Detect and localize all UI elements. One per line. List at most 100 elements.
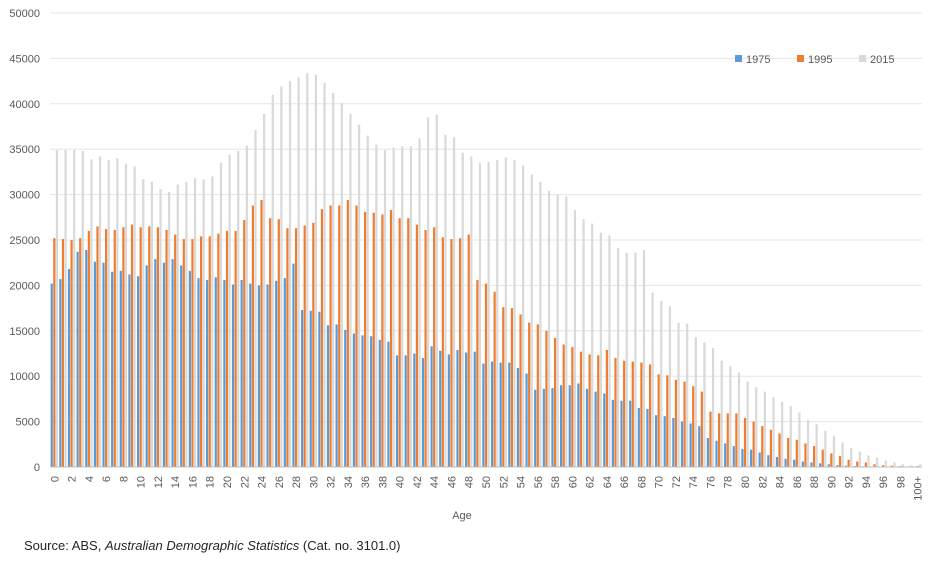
bar-1975-age-65 <box>611 399 614 467</box>
bar-1975-age-85 <box>784 458 787 467</box>
bar-1995-age-79 <box>735 413 738 467</box>
bar-1995-age-83 <box>769 429 773 467</box>
bar-1995-age-52 <box>502 307 505 467</box>
bar-1975-age-48 <box>465 352 468 467</box>
bar-1975-age-2 <box>67 269 71 467</box>
bar-2015-age-79 <box>737 372 741 467</box>
bar-1975-age-32 <box>326 325 330 467</box>
bar-2015-age-86 <box>798 412 801 467</box>
bar-1975-age-70 <box>654 415 658 467</box>
y-tick-label: 15000 <box>9 326 40 338</box>
bar-1995-age-64 <box>605 349 608 467</box>
bar-2015-age-76 <box>711 348 715 467</box>
bar-1995-age-2 <box>70 240 73 467</box>
x-tick-label: 58 <box>550 476 562 488</box>
bar-2015-age-1 <box>64 150 67 468</box>
bar-1975-age-1 <box>59 279 62 467</box>
bar-2015-age-100+ <box>919 464 922 467</box>
bar-2015-age-73 <box>686 323 689 467</box>
bar-2015-age-18 <box>211 176 214 467</box>
x-tick-label: 34 <box>343 476 355 488</box>
bar-1995-age-19 <box>217 233 220 467</box>
bar-1995-age-50 <box>484 283 488 467</box>
bar-1995-age-80 <box>743 417 747 467</box>
bar-1995-age-69 <box>648 364 652 467</box>
bar-1975-age-84 <box>775 457 779 467</box>
bar-1975-age-86 <box>793 459 796 467</box>
x-tick-label: 2 <box>67 476 79 482</box>
bar-1975-age-43 <box>421 358 425 467</box>
x-tick-label: 82 <box>757 476 769 488</box>
source-prefix: Source: ABS, <box>24 538 105 553</box>
bar-1995-age-92 <box>847 459 850 467</box>
bar-1995-age-59 <box>562 344 565 467</box>
bar-2015-age-97 <box>893 462 896 467</box>
bar-2015-age-95 <box>876 457 879 467</box>
bar-1995-age-63 <box>597 355 600 467</box>
y-axis-ticks: 0 5000 10000 15000 20000 25000 30000 35000 40000… <box>9 8 40 474</box>
x-tick-label: 10 <box>136 476 148 488</box>
bar-1975-age-69 <box>646 408 649 467</box>
bar-2015-age-7 <box>116 158 119 467</box>
bar-2015-age-51 <box>496 160 499 467</box>
bar-1975-age-11 <box>145 265 148 467</box>
x-axis-ticks: 0 2 4 6 8 10 12 14 16 18 20 22 24 26 28 30 32 34 36 38 40 42 4… <box>49 476 924 501</box>
x-tick-label: 70 <box>654 476 666 488</box>
bar-1975-age-7 <box>111 271 114 467</box>
bar-2015-age-77 <box>720 360 723 467</box>
bar-2015-age-78 <box>729 366 732 467</box>
bar-2015-age-6 <box>107 160 110 467</box>
bar-2015-age-23 <box>254 130 257 467</box>
bar-1995-age-33 <box>338 205 341 467</box>
bar-2015-age-92 <box>850 447 853 467</box>
bar-1975-age-59 <box>560 385 563 467</box>
x-tick-label: 16 <box>187 476 199 488</box>
bar-2015-age-44 <box>435 114 438 467</box>
bar-1995-age-58 <box>553 338 557 467</box>
bar-2015-age-37 <box>375 144 378 467</box>
bar-1975-age-76 <box>706 437 709 467</box>
bar-1995-age-75 <box>700 391 703 467</box>
bar-1975-age-89 <box>819 463 822 467</box>
bar-2015-age-82 <box>763 391 766 467</box>
x-tick-label: 80 <box>740 476 752 488</box>
bar-1975-age-34 <box>344 329 347 467</box>
bar-2015-age-29 <box>306 72 309 468</box>
bar-1995-age-60 <box>571 347 574 467</box>
bar-1975-age-4 <box>85 249 88 467</box>
bar-1975-age-50 <box>482 363 485 467</box>
bar-2015-age-67 <box>634 252 637 467</box>
bar-2015-age-56 <box>539 181 542 467</box>
bar-1975-age-81 <box>749 449 753 467</box>
bar-1995-age-53 <box>510 308 513 467</box>
bar-1995-age-90 <box>830 453 833 467</box>
bar-1995-age-68 <box>640 362 643 467</box>
bar-2015-age-38 <box>383 150 387 468</box>
bar-1995-age-42 <box>415 224 419 467</box>
bar-2015-age-71 <box>668 306 672 467</box>
bar-2015-age-65 <box>617 248 620 467</box>
bar-2015-age-20 <box>228 154 231 467</box>
bar-2015-age-84 <box>781 401 784 467</box>
bar-2015-age-2 <box>73 150 76 468</box>
bar-1975-age-51 <box>490 361 494 467</box>
x-tick-label: 72 <box>671 476 683 488</box>
bar-1995-age-86 <box>795 439 798 467</box>
bar-1975-age-22 <box>240 279 243 467</box>
x-tick-label: 88 <box>809 476 821 488</box>
bar-1995-age-6 <box>105 229 108 467</box>
bar-1975-age-0 <box>50 283 53 467</box>
bar-2015-age-89 <box>824 430 827 467</box>
bar-1995-age-18 <box>208 236 211 467</box>
bar-1995-age-22 <box>243 220 246 467</box>
x-tick-label: 20 <box>222 476 234 488</box>
bar-1995-age-82 <box>761 426 764 467</box>
y-tick-label: 40000 <box>9 99 40 111</box>
bar-2015-age-91 <box>841 442 844 467</box>
bar-1975-age-74 <box>689 423 692 467</box>
bar-1975-age-41 <box>404 355 407 467</box>
bar-1995-age-40 <box>398 218 401 467</box>
bar-2015-age-94 <box>867 455 870 467</box>
bar-2015-age-88 <box>815 424 818 467</box>
bar-1975-age-63 <box>594 391 597 467</box>
